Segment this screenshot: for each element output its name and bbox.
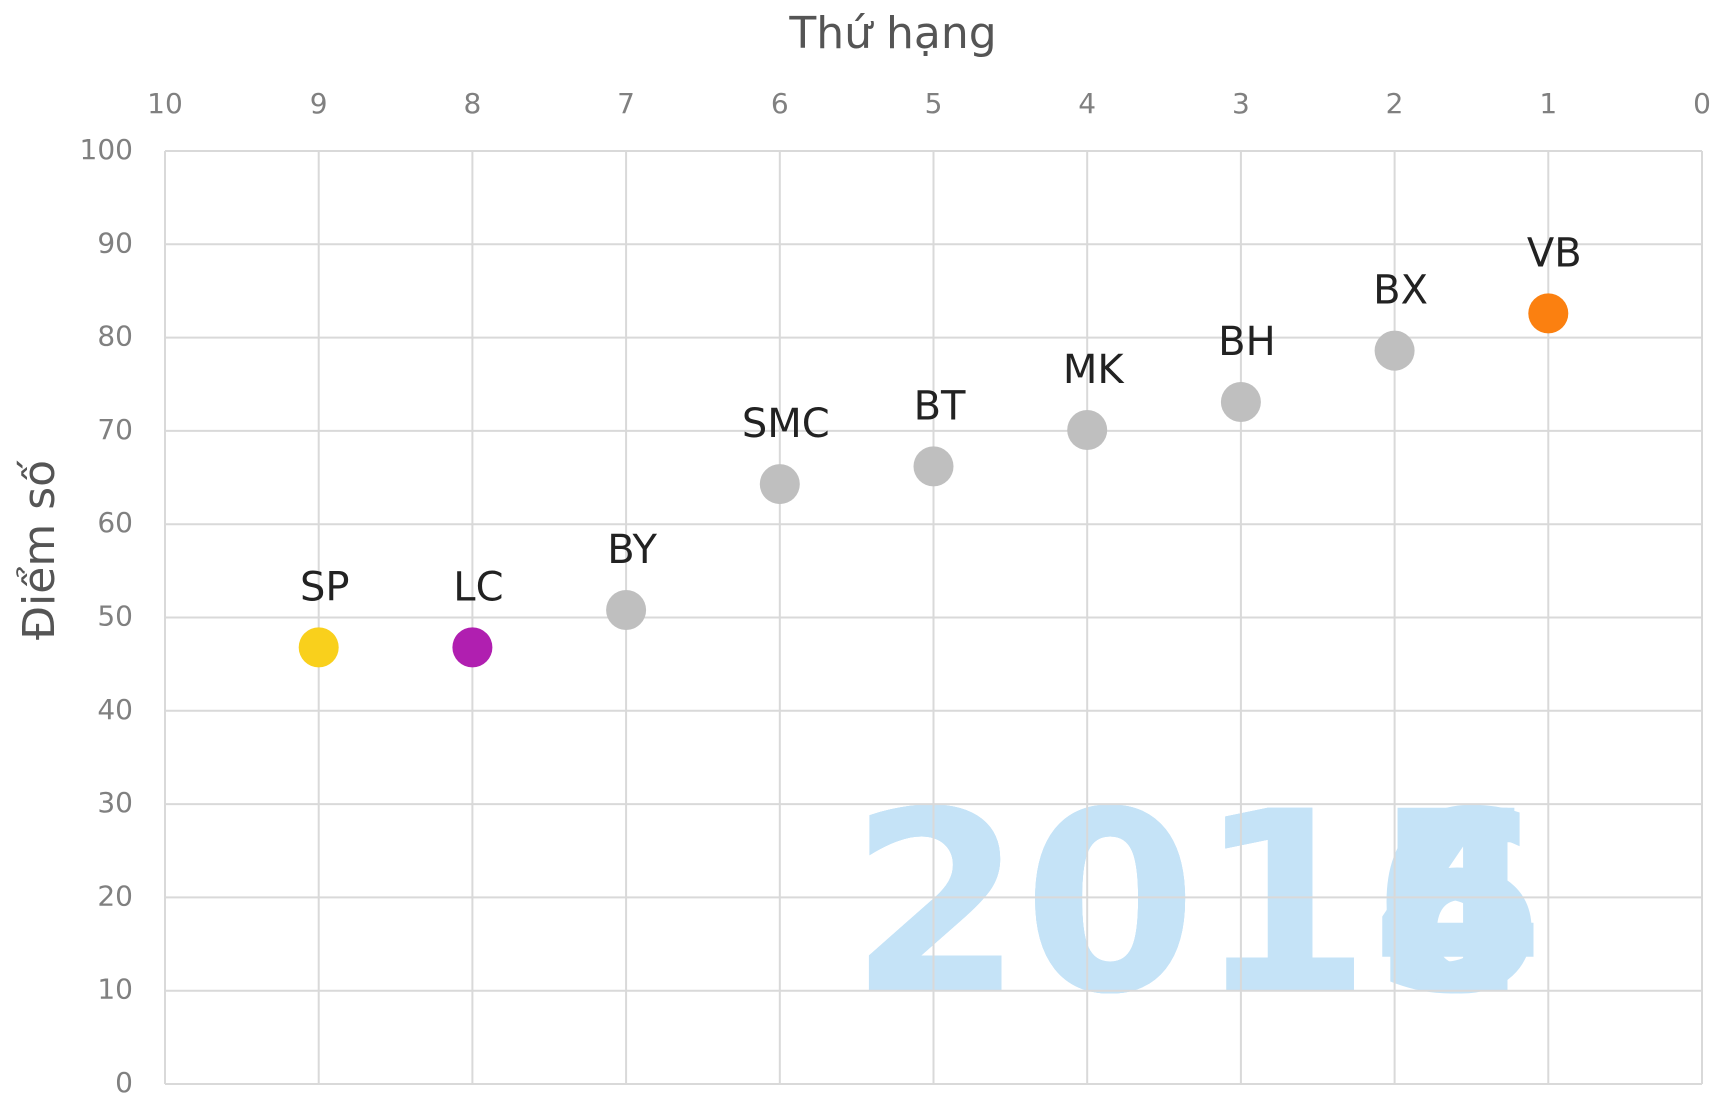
y-tick-label: 70	[97, 413, 133, 446]
point-label: BX	[1373, 268, 1428, 314]
x-tick-label: 9	[310, 87, 328, 120]
point-label: BH	[1218, 319, 1276, 365]
y-tick-label: 60	[97, 506, 133, 539]
point-label: BY	[607, 527, 657, 573]
point	[913, 446, 954, 487]
y-tick-label: 20	[97, 879, 133, 912]
x-axis-title: Thứ hạng	[788, 8, 996, 59]
x-tick-label: 5	[925, 87, 943, 120]
watermark: 2014	[849, 758, 1545, 1049]
watermark: 2016	[849, 758, 1545, 1049]
point	[1067, 409, 1108, 450]
y-tick-label: 90	[97, 226, 133, 259]
x-tick-label: 7	[617, 87, 635, 120]
y-tick-label: 40	[97, 693, 133, 726]
x-tick-label: 10	[147, 87, 183, 120]
x-tick-label: 0	[1693, 87, 1711, 120]
watermark: 2015	[849, 758, 1545, 1049]
x-tick-label: 6	[771, 87, 789, 120]
point	[298, 627, 339, 668]
point	[759, 464, 800, 505]
point	[1220, 381, 1261, 422]
point	[606, 590, 647, 631]
y-tick-label: 30	[97, 786, 133, 819]
point-label: SP	[300, 564, 350, 610]
point-label: BT	[914, 383, 966, 429]
point	[452, 627, 493, 668]
point	[1374, 330, 1415, 371]
y-tick-label: 100	[80, 133, 133, 166]
x-tick-label: 4	[1078, 87, 1096, 120]
x-tick-label: 2	[1386, 87, 1404, 120]
point	[1528, 293, 1569, 334]
y-axis-title: Điểm số	[14, 460, 65, 640]
point-label: LC	[453, 564, 503, 610]
point-label: SMC	[742, 401, 830, 447]
y-tick-label: 10	[97, 973, 133, 1006]
point-label: MK	[1063, 347, 1126, 393]
x-tick-label: 1	[1539, 87, 1557, 120]
x-tick-label: 8	[463, 87, 481, 120]
y-tick-label: 50	[97, 600, 133, 633]
y-tick-label: 80	[97, 320, 133, 353]
x-tick-label: 3	[1232, 87, 1250, 120]
point-label: VB	[1527, 230, 1582, 276]
y-tick-label: 0	[115, 1066, 133, 1099]
